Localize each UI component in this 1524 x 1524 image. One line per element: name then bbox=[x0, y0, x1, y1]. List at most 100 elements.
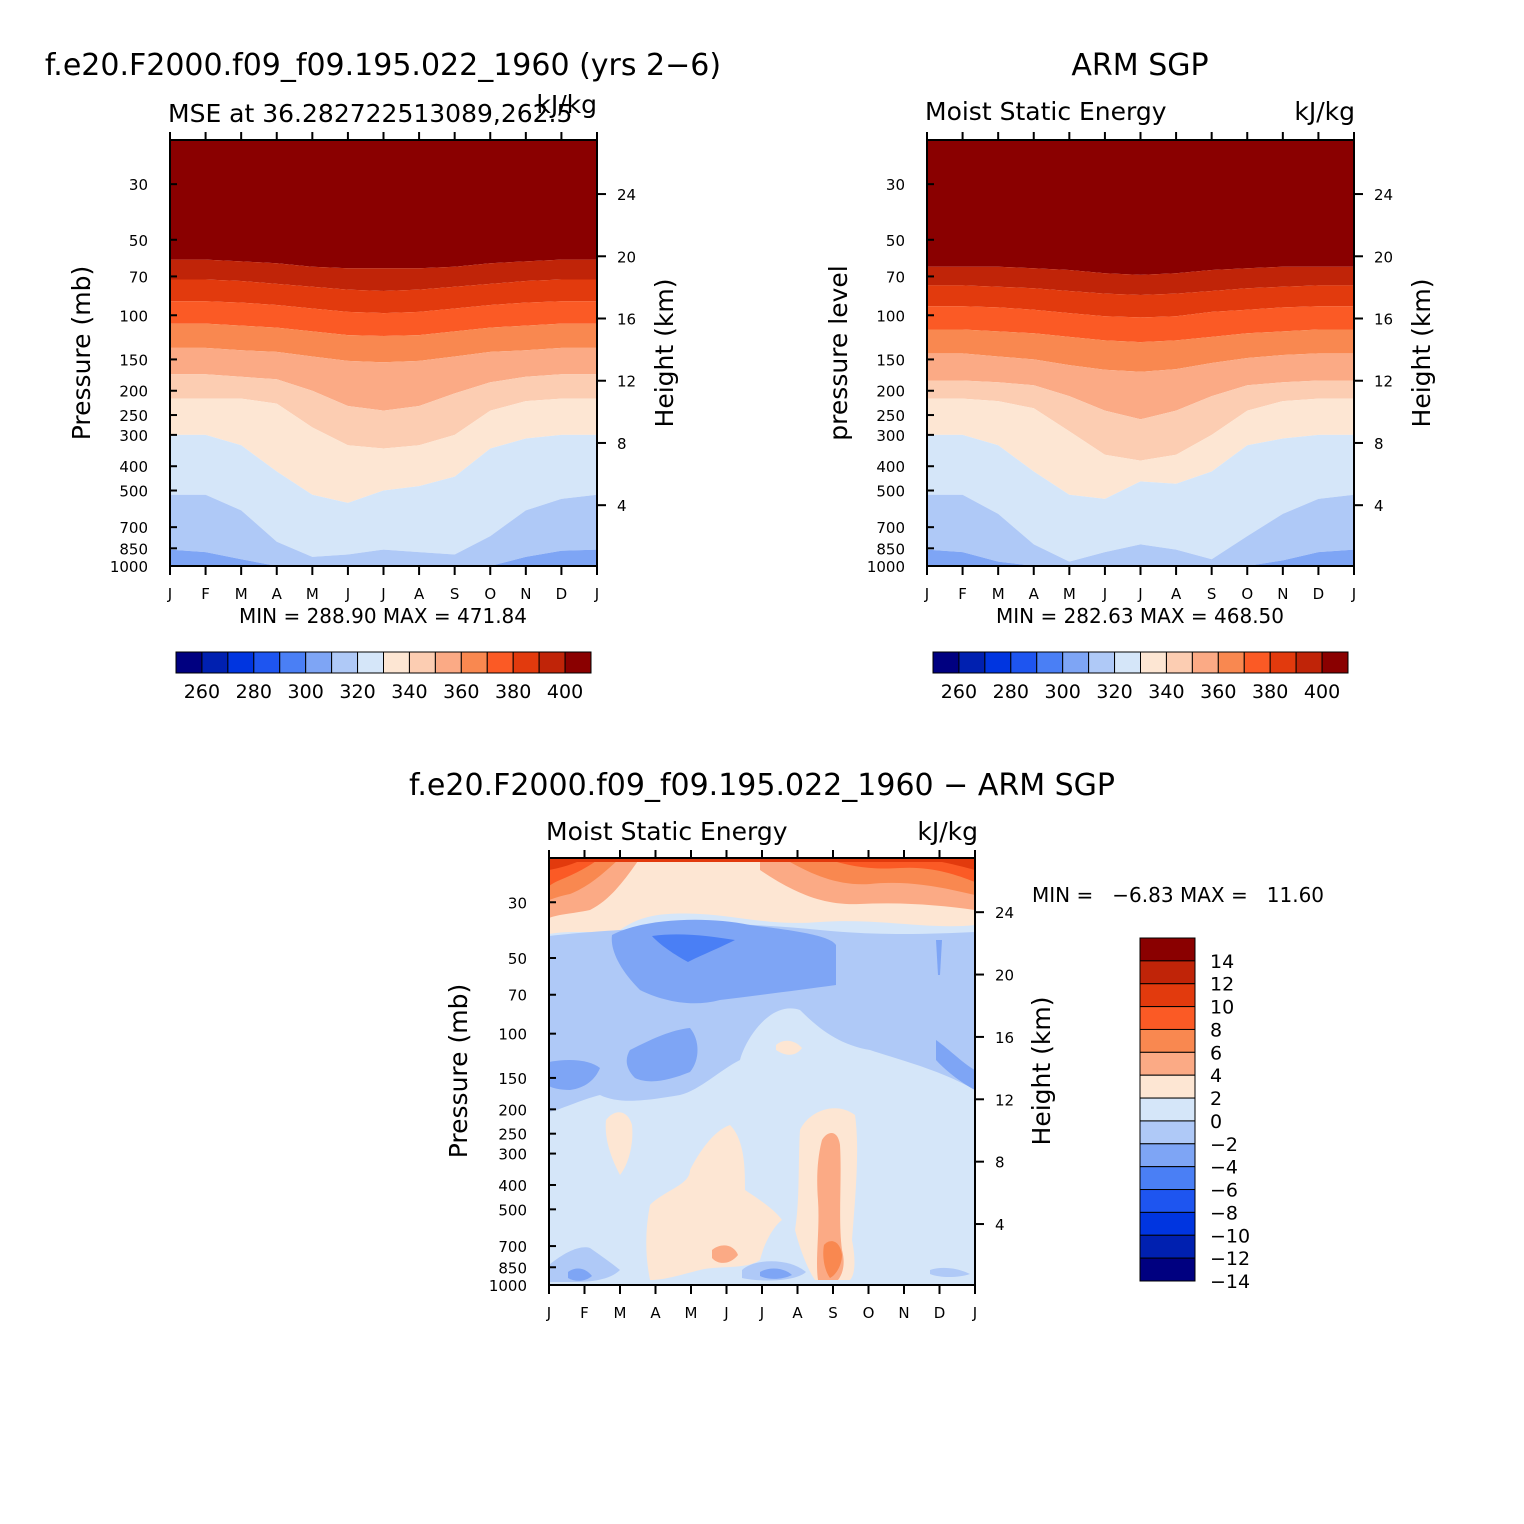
pressure-tick-label: 50 bbox=[886, 232, 905, 250]
colorbar-swatch bbox=[1139, 1143, 1196, 1168]
panel3-contour-neg-6 bbox=[652, 934, 735, 962]
pressure-tick-label: 400 bbox=[876, 458, 905, 476]
panel2-contour-band-8 bbox=[927, 434, 1354, 562]
panel1-contour-band-9 bbox=[170, 494, 597, 566]
height-tick-label: 16 bbox=[1374, 311, 1393, 329]
colorbar-swatch bbox=[1139, 1189, 1196, 1213]
pressure-tick-label: 200 bbox=[876, 383, 905, 401]
panel2-right-axis-label: Height (km) bbox=[1407, 279, 1436, 428]
month-tick-label: M bbox=[614, 1304, 627, 1322]
pressure-tick-label: 300 bbox=[119, 427, 148, 445]
pressure-tick-label: 500 bbox=[498, 1201, 527, 1219]
height-tick-label: 8 bbox=[1374, 435, 1384, 453]
month-tick-label: J bbox=[924, 585, 929, 603]
panel3-contour-pos-0-b bbox=[646, 1125, 782, 1280]
month-tick-label: D bbox=[556, 585, 568, 603]
panel1-right-axis-label: Height (km) bbox=[650, 279, 679, 428]
pressure-tick-label: 250 bbox=[119, 407, 148, 425]
colorbar-swatch bbox=[1165, 651, 1193, 674]
pressure-tick-label: 300 bbox=[498, 1146, 527, 1164]
panel3-contour-neg-4c bbox=[549, 1060, 600, 1090]
panel3-contour-pos-2 bbox=[817, 1133, 844, 1280]
month-tick-label: S bbox=[450, 585, 460, 603]
colorbar-label: 360 bbox=[443, 681, 479, 703]
pressure-tick-label: 700 bbox=[119, 519, 148, 537]
panel2-contour-band-1 bbox=[927, 266, 1354, 295]
pressure-tick-label: 250 bbox=[876, 407, 905, 425]
panel3-right-axis-label: Height (km) bbox=[1027, 997, 1056, 1146]
colorbar-label: 380 bbox=[495, 681, 531, 703]
colorbar-label: 260 bbox=[941, 681, 977, 703]
panel3-title: f.e20.F2000.f09_f09.195.022_1960 − ARM S… bbox=[409, 768, 1115, 803]
panel1-subtitle-left: MSE at 36.282722513089,262.5 bbox=[168, 99, 572, 128]
colorbar-swatch bbox=[1036, 651, 1064, 674]
month-tick-label: D bbox=[934, 1304, 946, 1322]
colorbar-swatch bbox=[1139, 1051, 1196, 1076]
month-tick-label: J bbox=[759, 1304, 764, 1322]
panel1-contour-band-5 bbox=[170, 347, 597, 411]
colorbar-swatch bbox=[486, 651, 514, 674]
panel2-subtitle-right: kJ/kg bbox=[1294, 97, 1355, 126]
colorbar-swatch bbox=[1295, 651, 1323, 674]
panel2-stats: MIN = 282.63 MAX = 468.50 bbox=[996, 604, 1284, 628]
colorbar-swatch bbox=[1139, 983, 1196, 1008]
pressure-tick-label: 700 bbox=[876, 519, 905, 537]
colorbar-swatch bbox=[1139, 1028, 1196, 1053]
colorbar-swatch bbox=[1010, 651, 1038, 674]
colorbar-label: 360 bbox=[1200, 681, 1236, 703]
panel2-contour-band-5 bbox=[927, 353, 1354, 420]
panel3-right-axis: 24 20 16 12 8 4 bbox=[975, 904, 1014, 1234]
panel2-contour-band-0 bbox=[927, 140, 1354, 275]
pressure-tick-label: 30 bbox=[886, 176, 905, 194]
month-tick-label: O bbox=[1241, 585, 1253, 603]
colorbar-swatch bbox=[1139, 1120, 1196, 1145]
panel3-contour-pos-4 bbox=[823, 1241, 842, 1278]
height-tick-label: 16 bbox=[617, 311, 636, 329]
colorbar-swatch bbox=[958, 651, 986, 674]
pressure-tick-label: 100 bbox=[498, 1026, 527, 1044]
colorbar-label: 400 bbox=[1304, 681, 1340, 703]
panel3-contour-neg-4b bbox=[626, 1028, 698, 1082]
month-tick-label: J bbox=[345, 585, 350, 603]
pressure-tick-label: 1000 bbox=[867, 558, 905, 576]
month-tick-label: M bbox=[235, 585, 248, 603]
panel2-contour-band-4 bbox=[927, 329, 1354, 372]
height-tick-label: 4 bbox=[1374, 497, 1384, 515]
colorbar-swatch bbox=[227, 651, 255, 674]
height-tick-label: 4 bbox=[995, 1216, 1005, 1234]
panel3-contour-sfc-neg-b bbox=[568, 1268, 592, 1281]
colorbar-label: 400 bbox=[547, 681, 583, 703]
colorbar-swatch bbox=[1139, 1006, 1196, 1030]
colorbar-label: 4 bbox=[1210, 1065, 1222, 1087]
panel1-subtitle-right: kJ/kg bbox=[536, 90, 597, 119]
colorbar-swatch bbox=[1088, 651, 1116, 674]
pressure-tick-label: 500 bbox=[876, 483, 905, 501]
panel1-y-axis-label: Pressure (mb) bbox=[67, 266, 96, 440]
colorbar-label: −10 bbox=[1210, 1225, 1250, 1247]
colorbar-swatch bbox=[512, 651, 540, 674]
month-tick-label: A bbox=[792, 1304, 803, 1322]
pressure-tick-label: 200 bbox=[498, 1101, 527, 1119]
month-tick-label: A bbox=[1029, 585, 1040, 603]
panel3-subtitle-left: Moist Static Energy bbox=[546, 817, 788, 846]
height-tick-label: 12 bbox=[995, 1091, 1014, 1109]
pressure-tick-label: 30 bbox=[129, 176, 148, 194]
month-tick-label: J bbox=[1137, 585, 1142, 603]
colorbar-label: −12 bbox=[1210, 1248, 1250, 1270]
pressure-tick-label: 400 bbox=[119, 458, 148, 476]
month-tick-label: O bbox=[863, 1304, 875, 1322]
height-tick-label: 24 bbox=[617, 186, 636, 204]
colorbar-swatch bbox=[1139, 1257, 1196, 1282]
panel3-contour-sfc-neg-e bbox=[930, 1267, 970, 1277]
month-tick-label: D bbox=[1313, 585, 1325, 603]
colorbar-swatch bbox=[1269, 651, 1297, 674]
month-tick-label: N bbox=[1277, 585, 1288, 603]
pressure-tick-label: 400 bbox=[498, 1177, 527, 1195]
panel1-contour-band-2 bbox=[170, 279, 597, 314]
pressure-tick-label: 50 bbox=[508, 950, 527, 968]
